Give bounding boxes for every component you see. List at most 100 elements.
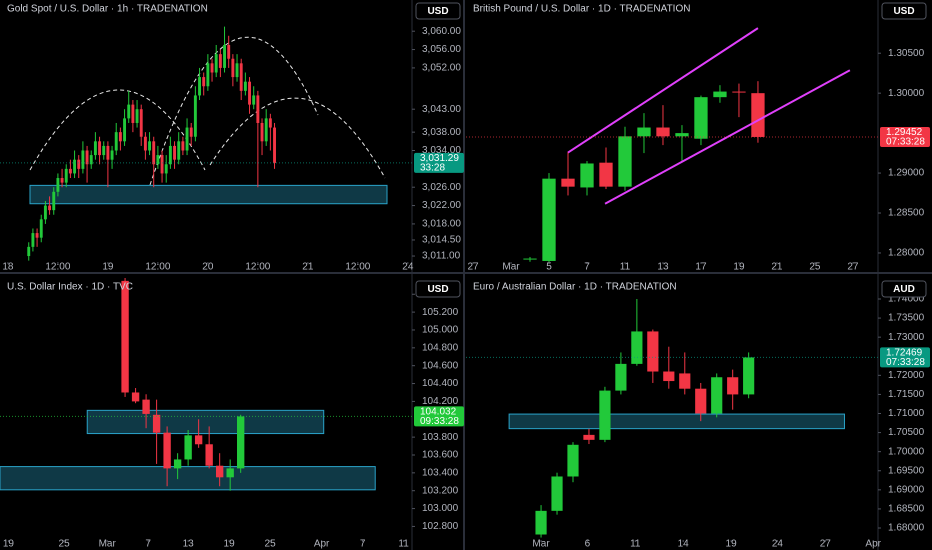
x-tick-label: 19 [726,539,738,550]
candle-body [243,81,247,91]
candle-body [139,109,143,137]
candle-body [743,357,755,395]
x-tick-label: 6 [585,539,591,550]
x-tick-label: 19 [102,262,114,273]
candle-body [118,132,122,142]
x-tick-label: 5 [546,262,552,273]
candle-body [711,377,723,414]
y-tick-label: 3,011.00 [422,251,461,262]
candle-body [239,63,243,91]
candle-body [81,150,85,169]
candle-body [181,141,185,151]
y-tick-label: 1.68000 [888,523,925,534]
y-tick-label: 3,022.00 [422,200,461,211]
plot-area [466,298,878,538]
candle-body [618,136,632,187]
arc [29,89,206,171]
last-price-label: 1.72469 [886,348,923,359]
candle-body [127,104,131,119]
trend-line [567,27,759,154]
candle-body [268,118,272,128]
x-tick-label: 12:00 [145,262,170,273]
candle-body [599,162,613,187]
y-tick-label: 3,060.00 [422,26,461,37]
y-tick-label: 103.600 [422,450,459,461]
candle-body [60,178,64,183]
x-tick-label: 12:00 [45,262,70,273]
candle-body [226,468,234,478]
candle-body [163,432,171,469]
x-tick-label: 19 [224,539,236,550]
candle-body [35,233,39,238]
candle-body [193,95,197,137]
candle-body [256,95,260,123]
y-tick-label: 1.29000 [888,168,925,179]
x-tick-label: 18 [2,262,14,273]
candle-body [98,141,102,156]
candle-body [580,163,594,188]
y-tick-label: 3,052.00 [422,63,461,74]
y-tick-label: 3,056.00 [422,44,461,55]
chart-title: Euro / Australian Dollar · 1D · TRADENAT… [473,282,677,293]
candle-body [131,104,135,123]
candle-body [102,145,106,156]
x-tick-label: Mar [502,262,520,273]
candle-body [164,164,168,174]
chart-title: British Pound / U.S. Dollar · 1D · TRADE… [473,4,690,15]
candle-body [656,127,670,137]
y-tick-label: 104.800 [422,342,459,353]
last-price-label: 1.29452 [886,127,923,138]
chart-title: U.S. Dollar Index · 1D · TVC [7,282,133,293]
x-tick-label: 12:00 [345,262,370,273]
plot-area [0,26,412,261]
y-tick-label: 103.000 [422,503,459,514]
y-tick-label: 1.73000 [888,332,925,343]
x-tick-label: 13 [183,539,195,550]
arc [149,36,319,186]
currency-box [415,2,461,20]
candle-body [551,476,563,511]
candle-body [194,435,203,445]
currency-label: USD [427,284,448,295]
candle-body [152,414,161,433]
countdown-label: 09:33:28 [420,416,459,427]
y-tick-label: 3,018.00 [422,219,461,230]
x-tick-label: 27 [467,262,479,273]
candle-body [248,81,251,105]
x-tick-label: 13 [657,262,669,273]
x-tick-label: 14 [678,539,690,550]
candle-body [215,465,224,478]
candle-body [43,205,47,220]
y-tick-label: 104.600 [422,360,459,371]
candle-body [123,118,127,142]
candle-body [694,97,708,139]
candle-body [210,63,214,73]
candle-body [89,155,93,165]
candle-body [156,155,160,165]
y-tick-label: 1.69500 [888,465,925,476]
candle-body [599,390,611,440]
candle-body [751,93,765,137]
x-tick-label: Apr [865,539,881,550]
x-tick-label: 24 [402,262,414,273]
y-tick-label: 3,034.00 [422,145,461,156]
x-tick-label: 27 [820,539,832,550]
candle-body [695,388,707,414]
candle-body [206,63,210,87]
candle-body [542,178,556,261]
x-tick-label: 24 [772,539,784,550]
x-tick-label: Apr [314,539,330,550]
candle-body [143,136,147,151]
candle-body [31,233,35,247]
candle-body [260,122,264,142]
x-tick-label: 12:00 [245,262,270,273]
zone [86,409,325,435]
candle-body [264,118,268,142]
y-tick-label: 1.69000 [888,484,925,495]
candle-body [173,459,182,469]
candle-body [77,159,81,169]
candle-body [615,363,627,391]
y-tick-label: 3,043.00 [422,104,461,115]
